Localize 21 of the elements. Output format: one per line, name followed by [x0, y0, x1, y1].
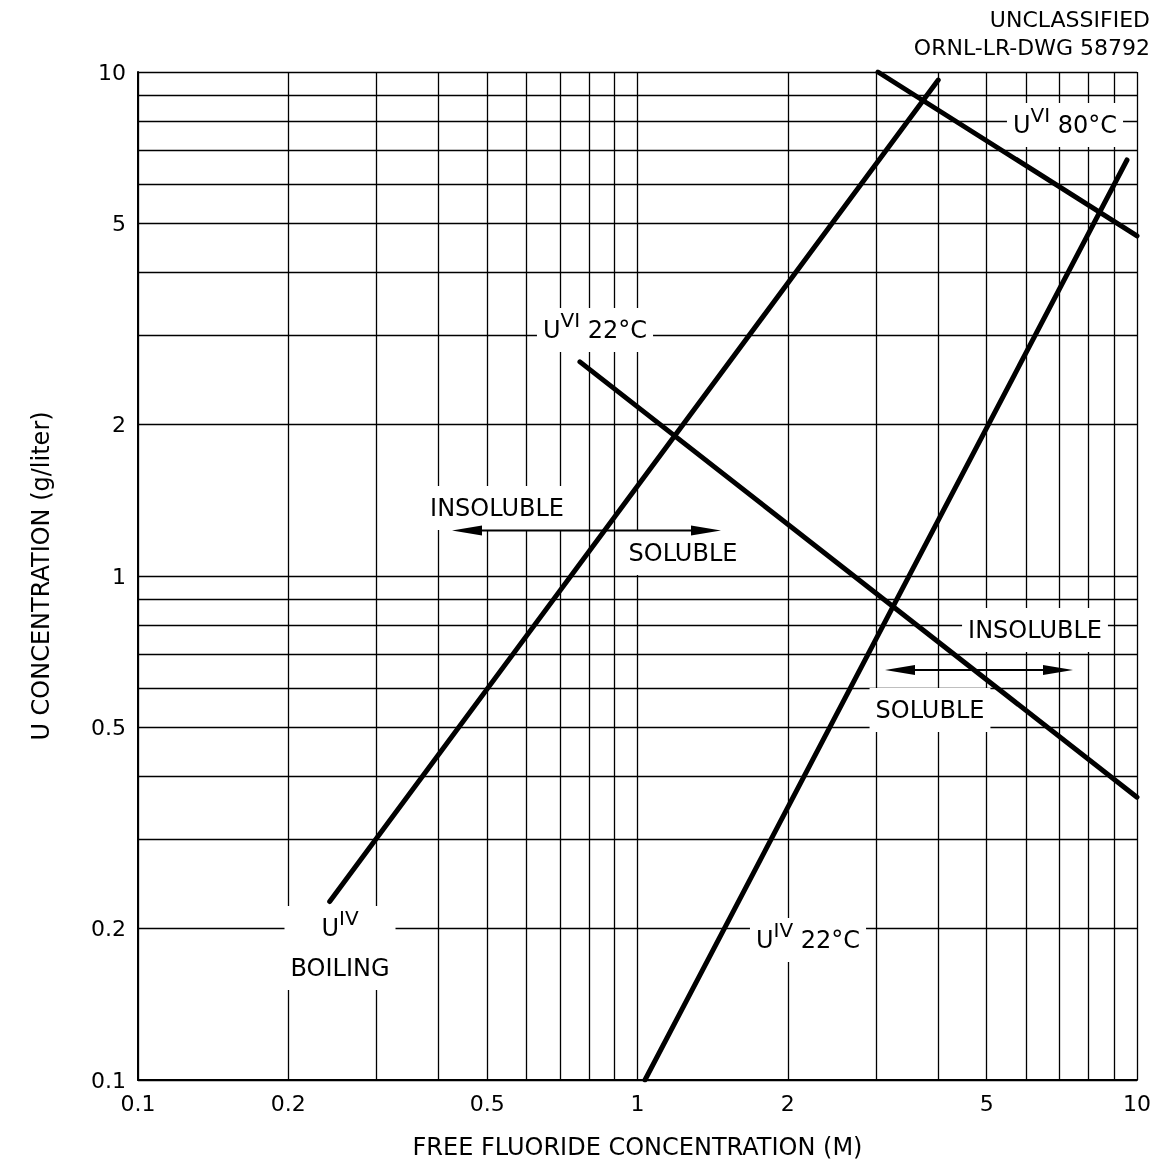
x-tick-label: 0.5	[469, 1090, 505, 1116]
y-tick-label: 0.2	[91, 915, 126, 941]
x-tick-label: 5	[979, 1090, 994, 1116]
y-axis-title: U CONCENTRATION (g/liter)	[27, 411, 55, 741]
text: ORNL-LR-DWG 58792	[913, 34, 1151, 60]
x-axis-title: FREE FLUORIDE CONCENTRATION (M)	[412, 1133, 863, 1161]
y-tick-label: 2	[112, 411, 126, 437]
y-tick-label: 0.1	[91, 1067, 126, 1093]
annotation: SOLUBLE	[628, 539, 738, 567]
x-tick-label: 10	[1123, 1090, 1151, 1116]
x-tick-label: 1	[630, 1090, 645, 1116]
x-tick-label: 0.2	[270, 1090, 306, 1116]
text: UNCLASSIFIED	[989, 6, 1151, 32]
y-tick-label: 1	[112, 563, 126, 589]
y-tick-label: 5	[112, 211, 126, 237]
annotation: INSOLUBLE	[968, 616, 1102, 644]
x-tick-label: 2	[780, 1090, 795, 1116]
annotation: INSOLUBLE	[430, 494, 564, 522]
y-tick-label: 10	[98, 59, 126, 85]
annotation: SOLUBLE	[875, 696, 985, 724]
y-tick-label: 0.5	[91, 715, 126, 741]
